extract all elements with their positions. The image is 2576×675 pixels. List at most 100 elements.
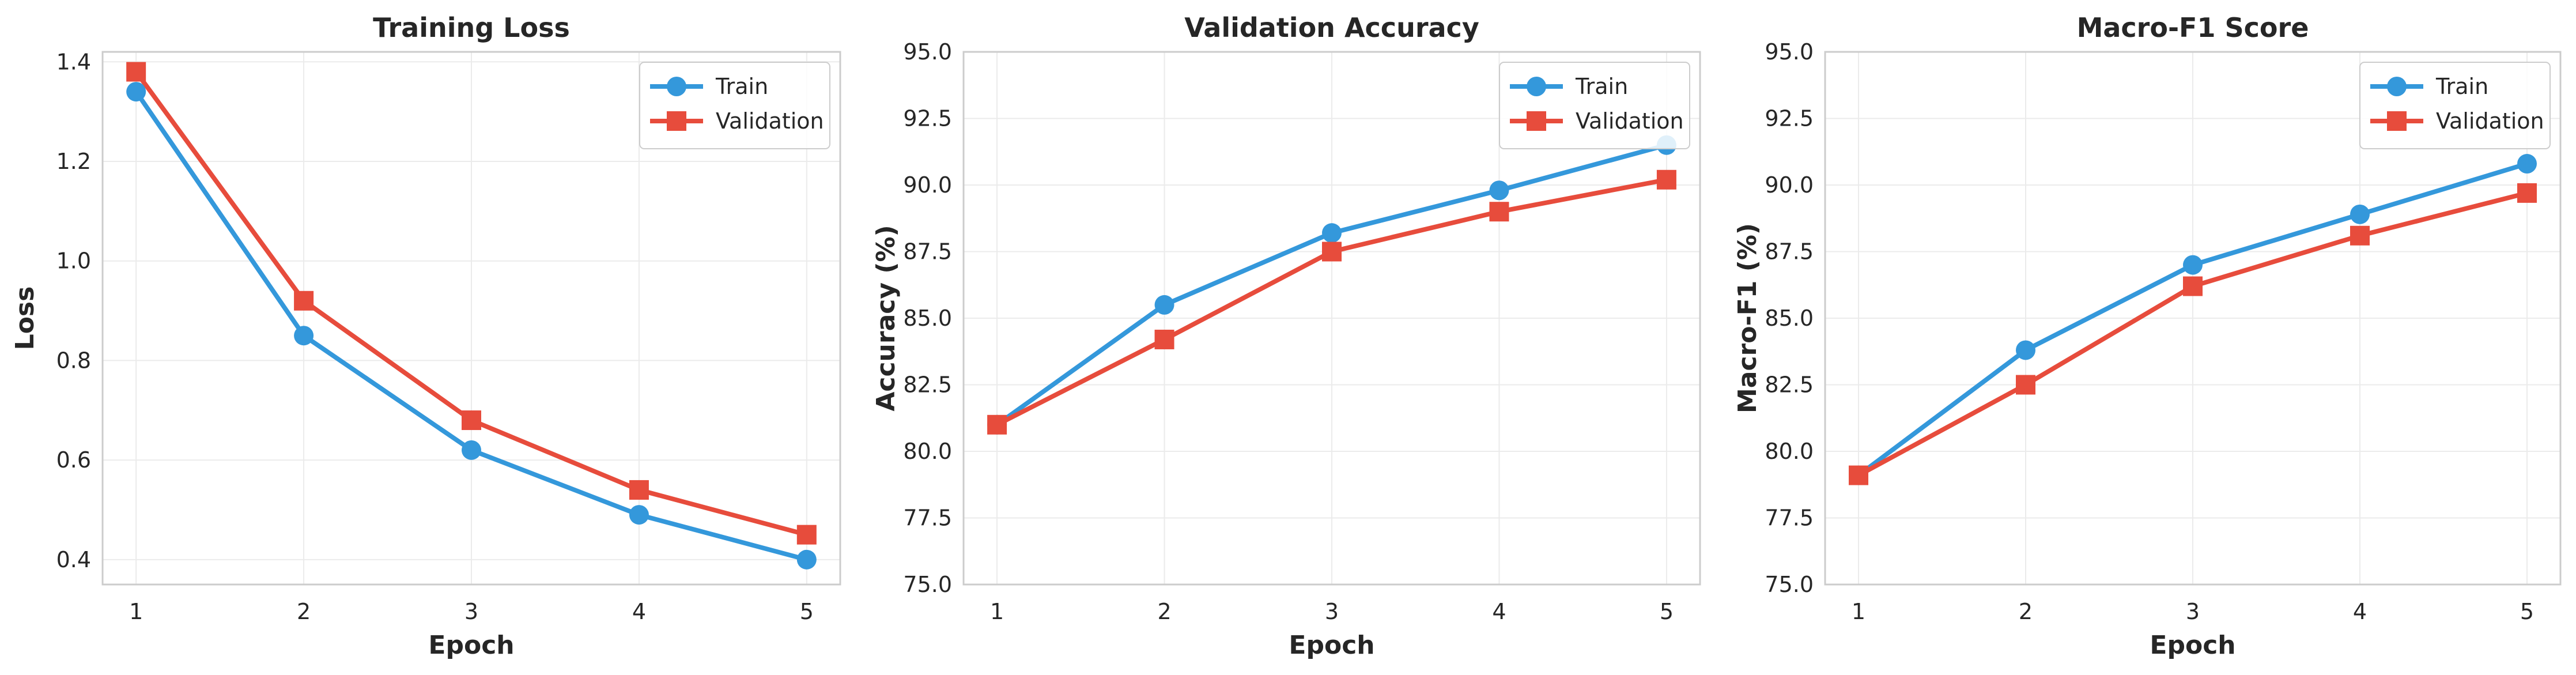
y-tick-label: 0.4 xyxy=(56,547,91,572)
y-tick-label: 0.8 xyxy=(56,348,91,373)
legend-box xyxy=(639,62,830,149)
x-tick-label: 3 xyxy=(464,599,478,624)
y-tick-label: 1.4 xyxy=(56,49,91,74)
chart-title: Training Loss xyxy=(373,12,570,43)
y-tick-label: 87.5 xyxy=(903,239,952,265)
y-tick-label: 0.6 xyxy=(56,447,91,473)
x-axis-label: Epoch xyxy=(2150,631,2235,660)
y-tick-label: 90.0 xyxy=(903,172,952,198)
legend: Train Validation xyxy=(1499,62,1690,149)
y-tick-label: 85.0 xyxy=(1765,306,1814,331)
data-point-validation xyxy=(629,480,649,500)
x-tick-label: 4 xyxy=(1492,599,1506,624)
x-tick-label: 2 xyxy=(1157,599,1171,624)
data-point-validation xyxy=(2517,183,2537,203)
data-point-validation xyxy=(294,291,314,311)
chart-title: Macro-F1 Score xyxy=(2077,12,2309,43)
y-tick-label: 92.5 xyxy=(1765,106,1814,131)
data-point-train xyxy=(2517,154,2537,174)
x-tick-label: 2 xyxy=(297,599,311,624)
y-axis-label: Accuracy (%) xyxy=(871,225,901,411)
y-tick-label: 90.0 xyxy=(1765,172,1814,198)
data-point-train xyxy=(294,326,314,346)
legend-label-validation: Validation xyxy=(716,108,824,134)
x-tick-label: 3 xyxy=(2186,599,2200,624)
data-point-validation xyxy=(1656,169,1676,190)
chart-panel-1: 0.4 0.6 0.8 1.0 1.2 1.4 1 2 3 4 5 Training Loss Epoc… xyxy=(10,12,841,660)
data-point-validation xyxy=(1322,242,1342,262)
data-point-train xyxy=(462,440,481,460)
legend-marker-square xyxy=(667,111,686,131)
legend-marker-circle xyxy=(667,77,686,96)
data-point-validation xyxy=(1489,202,1509,222)
y-tick-label: 77.5 xyxy=(903,506,952,531)
data-point-train xyxy=(126,82,146,102)
data-point-train xyxy=(796,549,817,570)
y-tick-label: 75.0 xyxy=(903,572,952,597)
y-tick-label: 95.0 xyxy=(1765,39,1814,65)
legend-label-train: Train xyxy=(2435,74,2488,99)
x-tick-label: 1 xyxy=(129,599,143,624)
y-tick-label: 1.2 xyxy=(56,149,91,174)
data-point-train xyxy=(2183,255,2203,275)
data-point-validation xyxy=(2350,225,2370,246)
x-tick-label: 4 xyxy=(2353,599,2367,624)
plot-frame xyxy=(1824,51,2562,586)
chart-panel-3: 75.0 77.5 80.0 82.5 85.0 87.5 90.0 92.5 95.0 1 2 3 4… xyxy=(1733,12,2562,660)
legend-label-validation: Validation xyxy=(1576,108,1684,134)
data-point-train xyxy=(1322,223,1342,243)
data-point-validation xyxy=(2016,375,2035,395)
legend: Train Validation xyxy=(639,62,830,149)
data-point-validation xyxy=(987,414,1007,435)
y-tick-label: 80.0 xyxy=(1765,439,1814,464)
legend-label-train: Train xyxy=(1575,74,1628,99)
legend-marker-circle xyxy=(1527,77,1546,96)
data-point-train xyxy=(2350,204,2370,224)
data-point-validation xyxy=(1849,465,1868,485)
y-tick-label: 75.0 xyxy=(1765,572,1814,597)
y-axis-label: Macro-F1 (%) xyxy=(1733,223,1762,413)
x-tick-label: 1 xyxy=(990,599,1004,624)
x-axis-label: Epoch xyxy=(428,631,514,660)
x-tick-label: 3 xyxy=(1325,599,1339,624)
legend-box xyxy=(2359,62,2551,149)
y-tick-label: 82.5 xyxy=(903,372,952,398)
y-tick-label: 87.5 xyxy=(1765,239,1814,265)
data-point-train xyxy=(1154,295,1174,315)
x-tick-label: 4 xyxy=(632,599,646,624)
chart-panel-2: 75.0 77.5 80.0 82.5 85.0 87.5 90.0 92.5 95.0 1 2 3 4… xyxy=(871,12,1701,660)
legend-marker-square xyxy=(1527,111,1546,131)
data-point-validation xyxy=(2183,276,2203,296)
y-tick-label: 85.0 xyxy=(903,306,952,331)
legend: Train Validation xyxy=(2359,62,2551,149)
data-point-train xyxy=(1489,180,1509,201)
plot-frame xyxy=(101,51,841,586)
legend-label-validation: Validation xyxy=(2436,108,2544,134)
chart-title: Validation Accuracy xyxy=(1184,12,1479,43)
legend-marker-square xyxy=(2387,111,2407,131)
y-tick-label: 95.0 xyxy=(903,39,952,65)
x-tick-label: 5 xyxy=(800,599,814,624)
y-tick-label: 77.5 xyxy=(1765,506,1814,531)
data-point-validation xyxy=(1154,329,1174,349)
data-point-validation xyxy=(462,410,481,431)
y-tick-label: 80.0 xyxy=(903,439,952,464)
y-tick-label: 1.0 xyxy=(56,248,91,274)
plot-frame xyxy=(962,51,1701,586)
legend-box xyxy=(1499,62,1690,149)
y-axis-label: Loss xyxy=(10,286,40,350)
data-point-validation xyxy=(126,62,146,82)
x-tick-label: 1 xyxy=(1852,599,1865,624)
x-tick-label: 5 xyxy=(2520,599,2534,624)
data-point-train xyxy=(2016,340,2035,360)
y-tick-label: 92.5 xyxy=(903,106,952,131)
x-tick-label: 2 xyxy=(2019,599,2033,624)
legend-marker-circle xyxy=(2387,77,2407,96)
x-axis-label: Epoch xyxy=(1289,631,1374,660)
legend-label-train: Train xyxy=(715,74,768,99)
data-point-train xyxy=(629,505,649,525)
data-point-validation xyxy=(796,525,817,545)
x-tick-label: 5 xyxy=(1660,599,1674,624)
y-tick-label: 82.5 xyxy=(1765,372,1814,398)
